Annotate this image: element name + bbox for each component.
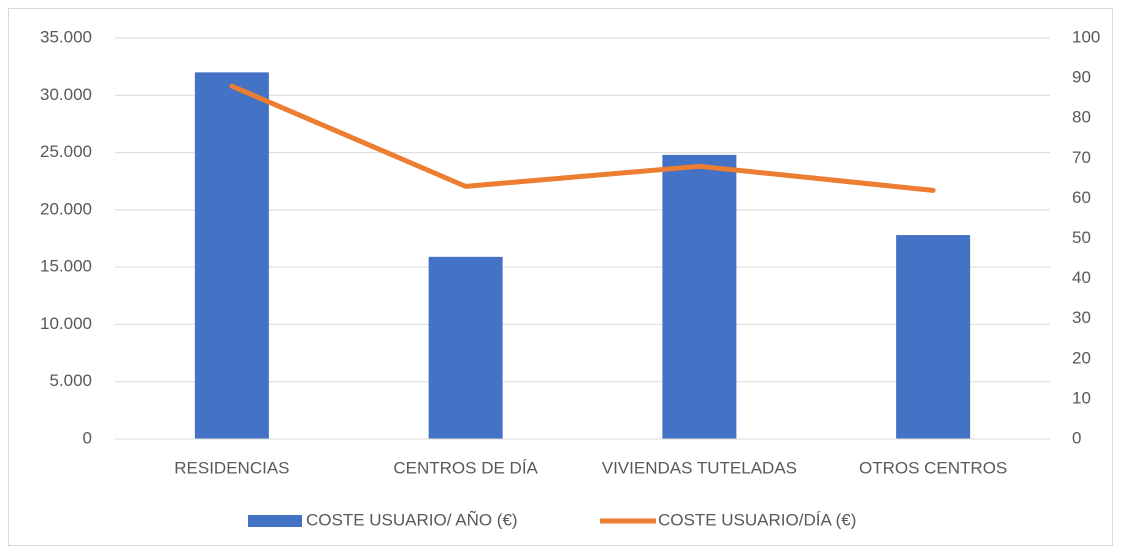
y2-tick-label: 70	[1072, 148, 1091, 167]
y-tick-label: 10.000	[40, 314, 92, 333]
y-tick-label: 35.000	[40, 27, 92, 46]
y2-tick-label: 60	[1072, 188, 1091, 207]
y-tick-label: 20.000	[40, 199, 92, 218]
y2-tick-label: 0	[1072, 428, 1081, 447]
bar	[428, 256, 503, 439]
y2-tick-label: 20	[1072, 348, 1091, 367]
bar	[662, 154, 737, 439]
y2-tick-label: 40	[1072, 268, 1091, 287]
x-tick-label: OTROS CENTROS	[859, 458, 1007, 477]
x-tick-label: VIVIENDAS TUTELADAS	[602, 458, 797, 477]
y2-tick-label: 80	[1072, 108, 1091, 127]
y-tick-label: 5.000	[49, 371, 92, 390]
x-tick-label: RESIDENCIAS	[174, 458, 289, 477]
legend-label: COSTE USUARIO/ AÑO (€)	[306, 510, 518, 529]
y2-tick-label: 90	[1072, 68, 1091, 87]
y-tick-label: 15.000	[40, 257, 92, 276]
bar	[896, 235, 971, 439]
x-tick-label: CENTROS DE DÍA	[393, 458, 538, 477]
y-tick-label: 30.000	[40, 85, 92, 104]
y2-tick-label: 100	[1072, 27, 1100, 46]
legend-label: COSTE USUARIO/DÍA (€)	[658, 510, 856, 529]
y-tick-label: 25.000	[40, 142, 92, 161]
y2-tick-label: 10	[1072, 388, 1091, 407]
line	[229, 83, 936, 193]
y2-tick-label: 50	[1072, 228, 1091, 247]
y-tick-label: 0	[83, 428, 92, 447]
y2-tick-label: 30	[1072, 308, 1091, 327]
bar	[194, 72, 269, 439]
legend-swatch	[248, 515, 302, 527]
